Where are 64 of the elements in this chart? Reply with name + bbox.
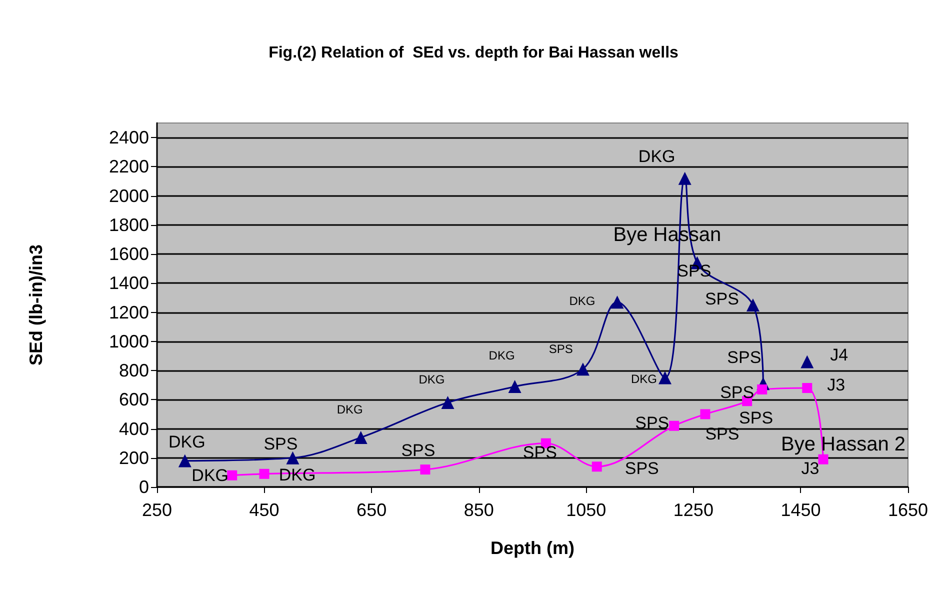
y-tick-label: 1400 [108,273,149,294]
point [757,384,768,394]
y-tick-label: 2000 [108,186,149,206]
point [420,464,430,475]
x-tick-label: 450 [249,500,280,520]
point [354,430,368,444]
x-tick-label: 850 [464,500,494,520]
data-label: J3 [801,458,820,478]
y-tick-label: 600 [118,390,149,410]
point [227,470,238,480]
data-label: SPS [727,348,762,368]
point [802,382,812,393]
point [178,454,192,468]
data-label: SPS [522,442,557,462]
point [678,172,692,185]
point [818,454,828,464]
point [508,380,522,394]
data-label: DKG [168,432,206,452]
x-axis-title: Depth (m) [490,538,574,558]
point [259,468,270,479]
data-label: SPS [548,342,573,356]
y-tick-label: 1600 [108,244,149,264]
data-label: SPS [624,459,659,478]
data-label: DKG [569,294,596,308]
y-axis-title: SEd (lb-in)/in3 [26,244,46,366]
data-label: DKG [336,402,363,416]
x-tick-label: 1450 [780,500,821,520]
y-tick-label: 0 [138,477,149,497]
data-label: SPS [635,413,670,432]
y-tick-label: 200 [118,448,149,468]
x-tick-label: 1650 [888,500,928,520]
point [592,462,602,472]
y-tick-label: 2400 [108,128,149,148]
data-label: SPS [264,434,298,454]
y-tick-label: 1800 [108,214,149,235]
y-tick-label: 1200 [108,302,149,322]
point [669,420,680,431]
point [700,409,710,420]
data-label: SPS [704,290,739,308]
data-label: DKG [418,372,445,387]
y-tick-label: 400 [118,418,149,439]
point [441,396,454,410]
data-label: SPS [720,382,754,402]
point [576,362,590,376]
y-tick-label: 800 [118,360,149,381]
y-tick-label: 1000 [108,331,149,352]
point [286,451,300,464]
x-tick-label: 1250 [673,500,714,520]
chart-title: Fig.(2) Relation of SEd vs. depth for Bai Hassan wells [268,44,679,62]
point [658,371,672,384]
data-label: DKG [630,372,658,386]
x-tick-label: 650 [356,500,387,520]
data-label: SPS [401,441,436,460]
x-tick-label: 250 [142,500,172,520]
x-tick-label: 1050 [566,500,606,520]
data-label: J3 [827,375,846,394]
data-label: DKG [638,146,676,166]
point [746,298,760,312]
point [610,296,624,309]
data-label: SPS [739,408,774,428]
data-label: J4 [830,345,848,364]
point [800,355,814,368]
y-tick-label: 2200 [108,156,149,177]
data-label: DKG [488,348,515,363]
